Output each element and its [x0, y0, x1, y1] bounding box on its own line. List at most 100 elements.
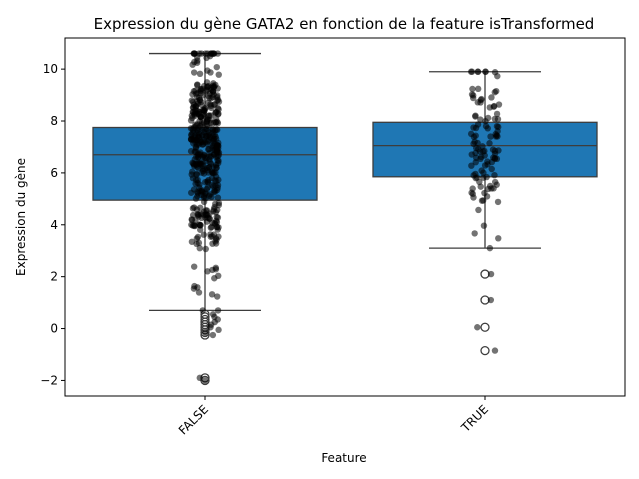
jitter-point [207, 50, 215, 57]
jitter-point [475, 145, 482, 153]
jitter-point [192, 121, 199, 128]
jitter-point [214, 194, 222, 201]
jitter-point [210, 169, 218, 176]
jitter-point [193, 54, 201, 61]
jitter-point [204, 184, 211, 191]
box-group-true [372, 68, 598, 356]
jitter-point [214, 307, 222, 314]
y-tick-label: 6 [50, 166, 58, 180]
outlier-point [200, 327, 210, 338]
jitter-point [215, 110, 222, 117]
jitter-point [488, 165, 495, 173]
jitter-point [483, 193, 491, 200]
jitter-point [192, 195, 200, 202]
jitter-point [211, 275, 218, 282]
jitter-point [214, 141, 221, 149]
jitter-point [200, 231, 208, 238]
jitter-point [208, 291, 216, 298]
jitter-point [468, 68, 476, 75]
y-tick-label: 8 [50, 114, 58, 128]
jitter-point [495, 101, 503, 108]
jitter-point [204, 166, 211, 174]
jitter-point [196, 70, 204, 78]
jitter-point [197, 113, 205, 121]
plot-frame [64, 37, 626, 397]
jitter-point [470, 140, 477, 148]
jitter-point [189, 61, 196, 68]
jitter-point [477, 116, 484, 123]
jitter-point [481, 162, 489, 169]
jitter-point [188, 216, 196, 224]
jitter-point [486, 140, 493, 147]
jitter-point [472, 159, 479, 166]
y-tick-label: 10 [43, 62, 58, 76]
jitter-point [195, 134, 202, 141]
jitter-point [198, 101, 205, 108]
jitter-point [188, 97, 196, 104]
jitter-point [482, 122, 490, 130]
jitter-point [480, 222, 488, 229]
box-group-false [92, 50, 318, 386]
jitter-point [488, 94, 495, 101]
jitter-point [209, 240, 216, 247]
outlier-point [480, 345, 490, 356]
chart-title: Expression du gène GATA2 en fonction de … [94, 15, 595, 33]
jitter-point [491, 147, 499, 155]
x-axis: FALSE TRUE [176, 396, 491, 438]
jitter-point [190, 204, 198, 211]
jitter-point [194, 82, 201, 89]
jitter-point [187, 117, 195, 124]
jitter-point [475, 206, 482, 214]
jitter-point [474, 85, 482, 93]
y-tick-label: 2 [50, 270, 58, 284]
jitter-point [196, 374, 203, 382]
jitter-point [468, 151, 475, 158]
jitter-point [467, 130, 475, 138]
jitter-point [493, 110, 501, 118]
jitter-point [471, 230, 478, 237]
jitter-point [469, 190, 477, 198]
jitter-point [211, 147, 218, 154]
jitter-point [487, 133, 494, 140]
jitter-point [189, 168, 196, 175]
jitter-point [213, 218, 221, 226]
jitter-point [208, 233, 216, 240]
jitter-point [213, 164, 220, 171]
jitter-point [494, 128, 501, 135]
outlier-point [480, 269, 490, 279]
jitter-point [472, 112, 479, 119]
jitter-point [209, 126, 217, 134]
jitter-point [203, 154, 210, 162]
jitter-point [214, 293, 221, 300]
jitter-point [481, 152, 488, 159]
jitter-point [207, 69, 214, 76]
jitter-point [203, 211, 210, 218]
jitter-point [199, 307, 206, 314]
jitter-point [493, 123, 501, 130]
jitter-point [494, 133, 501, 140]
jitter-point [207, 84, 214, 91]
jitter-point [492, 178, 499, 186]
jitter-point [207, 324, 214, 331]
jitter-point [482, 68, 489, 75]
y-axis: −2 0 2 4 6 8 10 [40, 62, 65, 387]
jitter-point [210, 136, 217, 143]
jitter-point [474, 121, 482, 128]
jitter-point [494, 72, 501, 80]
jitter-point [210, 206, 218, 213]
jitter-point [474, 68, 482, 75]
jitter-point [189, 108, 196, 116]
jitter-point [209, 331, 217, 339]
jitter-point [470, 92, 477, 99]
jitter-point [206, 94, 213, 102]
x-axis-title: Feature [321, 451, 366, 465]
jitter-point [212, 119, 220, 126]
y-axis-title: Expression du gène [14, 158, 28, 276]
jitter-point [468, 162, 475, 169]
jitter-point [210, 188, 218, 196]
jitter-point [204, 268, 211, 275]
jitter-point [478, 197, 486, 204]
jitter-point [484, 114, 492, 122]
x-tick-label: TRUE [458, 402, 491, 435]
